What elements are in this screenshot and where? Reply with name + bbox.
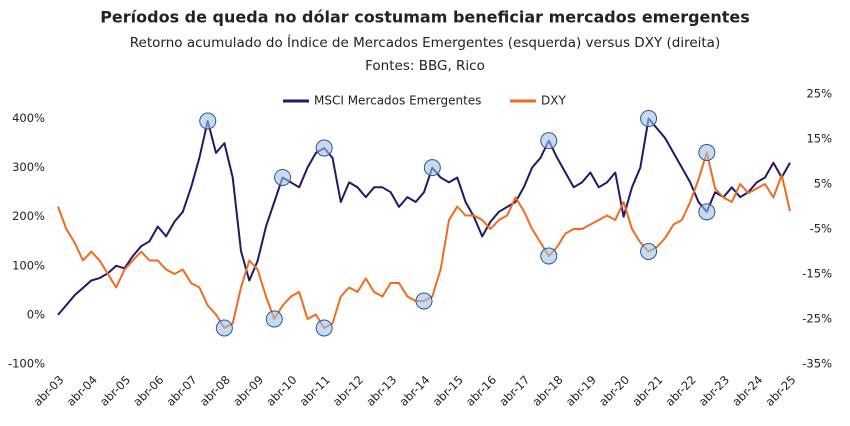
x-tick-label: abr-08 [197,373,233,409]
highlight-circle [265,310,283,328]
y-tick-label: 100% [12,258,45,272]
x-tick-label: abr-09 [230,373,266,409]
highlight-circle [274,168,292,186]
highlight-circle [698,203,716,221]
x-tick-label: abr-15 [430,373,466,409]
x-tick-label: abr-07 [164,373,200,409]
y-tick-label: 200% [12,209,45,223]
x-tick-label: abr-23 [696,373,732,409]
highlight-circle [315,319,333,337]
x-tick-label: abr-14 [396,373,432,409]
y2-tick-label: 5% [814,177,832,191]
y-tick-label: 0% [27,307,45,321]
highlight-circle [423,159,441,177]
x-tick-label: abr-11 [297,373,333,409]
highlight-circle [540,247,558,265]
chart-source: Fontes: BBG, Rico [365,58,485,74]
chart-title: Períodos de queda no dólar costumam bene… [100,8,750,27]
y-tick-label: 400% [12,111,45,125]
x-tick-label: abr-16 [463,373,499,409]
x-tick-label: abr-13 [363,373,399,409]
x-tick-label: abr-04 [64,373,100,409]
legend-label: MSCI Mercados Emergentes [314,94,481,108]
highlight-circle [640,243,658,260]
x-tick-label: abr-18 [530,373,566,409]
y2-tick-label: -15% [802,267,832,281]
x-tick-label: abr-19 [563,373,599,409]
highlight-circle [315,139,333,157]
x-tick-label: abr-06 [130,373,166,409]
x-tick-label: abr-24 [729,373,765,409]
x-tick-label: abr-03 [30,373,66,409]
highlight-circle [540,132,558,150]
highlight-circle [698,144,716,161]
y-tick-label: 300% [12,160,45,174]
series-line [57,117,791,316]
highlight-circle [199,112,217,130]
y2-tick-label: 15% [806,132,832,146]
y2-tick-label: -25% [802,312,832,326]
highlight-circle [215,319,233,337]
x-tick-label: abr-20 [596,373,632,409]
x-tick-label: abr-17 [496,373,532,409]
x-tick-label: abr-12 [330,373,366,409]
highlight-circle [415,292,433,310]
x-tick-label: abr-05 [97,373,133,409]
x-tick-label: abr-10 [263,373,299,409]
legend-label: DXY [541,94,566,108]
highlight-circle [640,110,658,128]
y2-tick-label: -35% [802,357,832,371]
y2-tick-label: -5% [810,222,832,236]
x-tick-label: abr-21 [629,373,665,409]
y-tick-label: -100% [8,357,45,371]
y2-tick-label: 25% [806,87,832,101]
x-tick-label: abr-25 [762,373,798,409]
x-tick-label: abr-22 [663,373,699,409]
chart-subtitle: Retorno acumulado do Índice de Mercados … [130,34,720,51]
